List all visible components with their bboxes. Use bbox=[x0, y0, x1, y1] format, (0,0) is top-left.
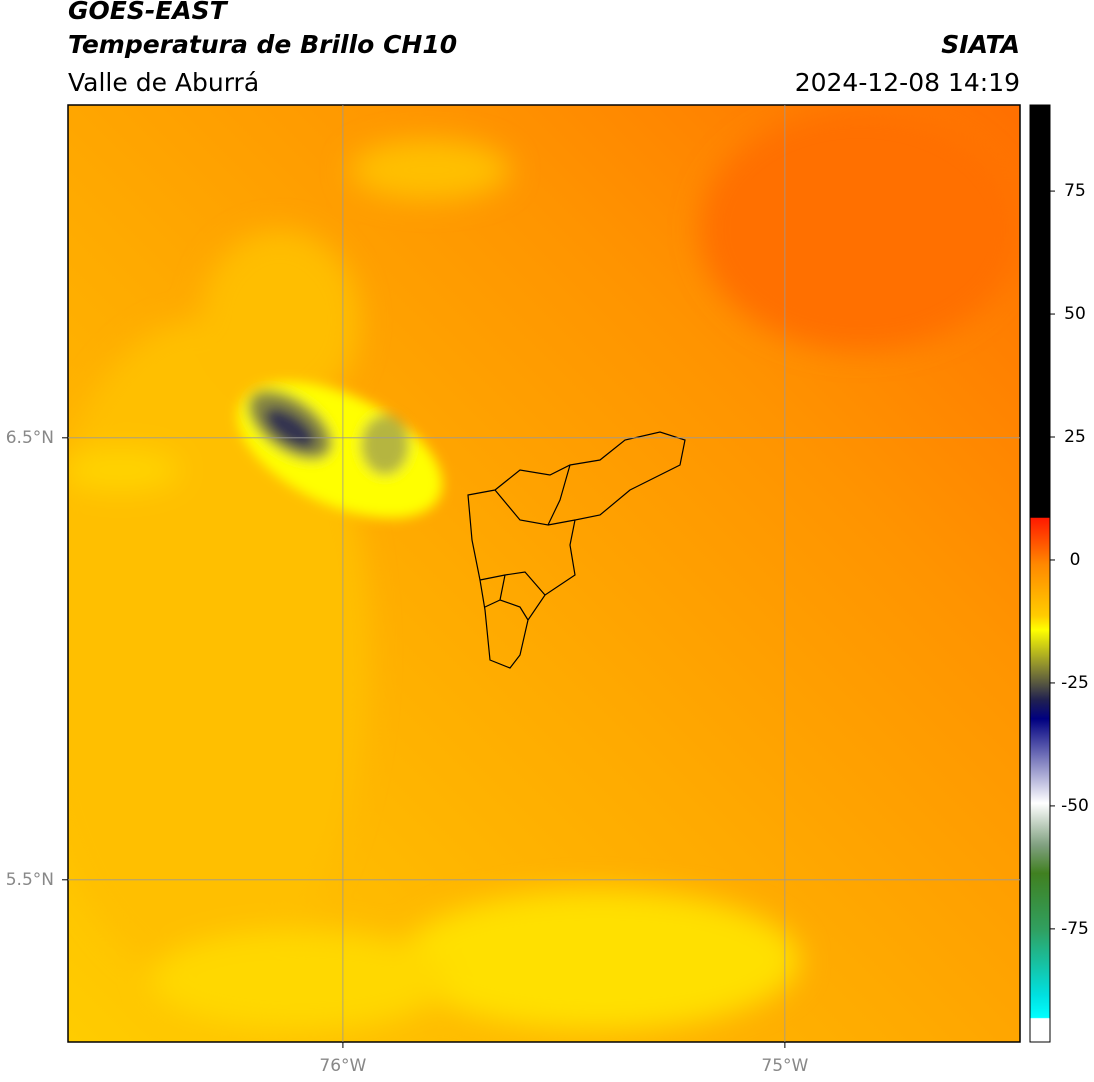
colorbar-tick-label: -50 bbox=[1061, 796, 1089, 816]
x-tick-label: 75°W bbox=[761, 1056, 808, 1076]
datetime: 2024-12-08 14:19 bbox=[795, 68, 1020, 97]
colorbar-tick-label: -25 bbox=[1061, 673, 1089, 693]
colorbar-tick-label: 0 bbox=[1070, 550, 1081, 570]
subtitle: Temperatura de Brillo CH10 bbox=[68, 30, 457, 59]
colorbar-tick-label: -75 bbox=[1061, 919, 1089, 939]
colorbar-tick-label: 75 bbox=[1064, 181, 1086, 201]
y-tick-label: 6.5°N bbox=[6, 428, 54, 448]
region: Valle de Aburrá bbox=[68, 68, 259, 97]
valley-outline bbox=[467, 431, 686, 669]
title: GOES-EAST bbox=[68, 0, 229, 25]
y-tick-label: 5.5°N bbox=[6, 870, 54, 890]
colorbar bbox=[1029, 104, 1051, 1043]
map-image bbox=[68, 105, 1020, 1042]
source: SIATA bbox=[941, 30, 1020, 59]
colorbar-tick-label: 50 bbox=[1064, 304, 1086, 324]
colorbar-tick-label: 25 bbox=[1064, 427, 1086, 447]
x-tick-label: 76°W bbox=[319, 1056, 366, 1076]
map-frame bbox=[67, 104, 1021, 1043]
